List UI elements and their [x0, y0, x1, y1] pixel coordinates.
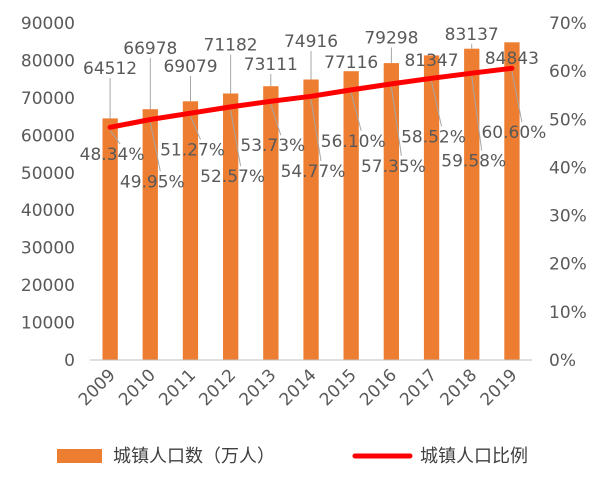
ratio-value-label: 57.35%: [361, 157, 426, 177]
ratio-label-leader: [109, 130, 121, 145]
y-left-tick-label: 0: [64, 351, 75, 371]
leader-lines: [109, 43, 523, 172]
y-left-tick-label: 90000: [21, 14, 75, 34]
series-line-ratio: [107, 65, 515, 130]
ratio-label-leader: [230, 109, 242, 167]
bar-2019: [504, 42, 520, 361]
y-left-tick-label: 50000: [21, 164, 75, 184]
ratio-value-label: 60.60%: [481, 123, 546, 143]
x-tick-label: 2009: [75, 365, 120, 410]
ratio-value-label: 59.58%: [441, 152, 506, 172]
x-tick-label: 2010: [115, 365, 160, 410]
ratio-label-leader: [270, 104, 282, 136]
bar-2011: [182, 101, 199, 361]
legend-swatch-population: [57, 449, 102, 463]
y-right-tick-label: 10%: [549, 303, 587, 323]
ratio-label-leader: [149, 122, 161, 172]
y-right-tick-label: 20%: [549, 255, 587, 275]
x-tick-label: 2016: [356, 365, 401, 410]
legend: 城镇人口数（万人） 城镇人口比例: [57, 446, 528, 467]
bar-value-label: 64512: [83, 59, 137, 79]
bar-2014: [303, 79, 319, 360]
bar-2018: [464, 48, 480, 360]
bar-value-label: 71182: [204, 36, 258, 56]
y-left-tick-label: 60000: [21, 126, 75, 146]
bars-layer: [102, 42, 520, 361]
bar-value-label: 79298: [364, 28, 418, 48]
y-left-tick-label: 40000: [21, 201, 75, 221]
bar-value-label: 66978: [123, 39, 177, 59]
y-left-tick-label: 80000: [21, 51, 75, 71]
x-tick-label: 2017: [396, 365, 441, 410]
bar-value-label: 84843: [485, 49, 539, 69]
bar-value-label: 69079: [163, 57, 217, 77]
ratio-value-label: 48.34%: [80, 145, 145, 165]
y-right-tick-label: 70%: [549, 14, 587, 34]
x-tick-label: 2013: [236, 365, 281, 410]
bar-2016: [383, 63, 399, 360]
ratio-label-leader: [350, 92, 362, 131]
y-left-tick-label: 20000: [21, 276, 75, 296]
y-right-tick-label: 60%: [549, 62, 587, 82]
ratio-label-leader: [431, 81, 442, 127]
ratio-value-label: 52.57%: [200, 167, 265, 187]
bar-2012: [223, 93, 239, 360]
ratio-label-leader: [471, 76, 483, 151]
x-tick-label: 2019: [477, 365, 522, 410]
bar-value-label: 73111: [244, 55, 298, 75]
ratio-value-label: 53.73%: [240, 136, 305, 156]
bar-2017: [423, 55, 440, 361]
x-tick-label: 2011: [155, 365, 200, 410]
y-right-tick-label: 30%: [549, 207, 587, 227]
ratio-label-leader: [310, 99, 322, 162]
y-right-tick-label: 0%: [549, 351, 576, 371]
x-tick-label: 2015: [316, 365, 361, 410]
ratio-value-label: 51.27%: [160, 141, 225, 161]
ratio-value-label: 54.77%: [281, 162, 346, 182]
y-left-tick-label: 10000: [21, 314, 75, 334]
bar-2013: [263, 86, 279, 360]
x-tick-label: 2014: [276, 365, 321, 410]
y-left-tick-label: 30000: [21, 239, 75, 259]
bar-2010: [142, 109, 158, 360]
ratio-value-label: 49.95%: [120, 172, 185, 192]
ratio-label-leader: [511, 71, 523, 123]
ratio-value-label: 56.10%: [321, 132, 386, 152]
bar-value-label: 81347: [404, 51, 458, 71]
legend-label-ratio: 城镇人口比例: [420, 446, 528, 467]
bar-value-label: 83137: [445, 25, 499, 45]
x-tick-label: 2012: [195, 365, 240, 410]
bar-value-label: 74916: [284, 32, 338, 52]
bar-value-label: 77116: [324, 53, 378, 73]
y-right-tick-label: 50%: [549, 110, 587, 130]
y-right-tick-label: 40%: [549, 158, 587, 178]
bar-2015: [343, 71, 359, 360]
bar-2009: [102, 118, 118, 361]
ratio-label-leader: [190, 116, 201, 140]
x-tick-label: 2018: [437, 365, 482, 410]
ratio-value-label: 58.52%: [401, 127, 466, 147]
y-left-tick-label: 70000: [21, 89, 75, 109]
legend-label-population: 城镇人口数（万人）: [113, 446, 275, 467]
ratio-label-leader: [390, 86, 402, 156]
ratio-line-layer: [107, 65, 515, 130]
